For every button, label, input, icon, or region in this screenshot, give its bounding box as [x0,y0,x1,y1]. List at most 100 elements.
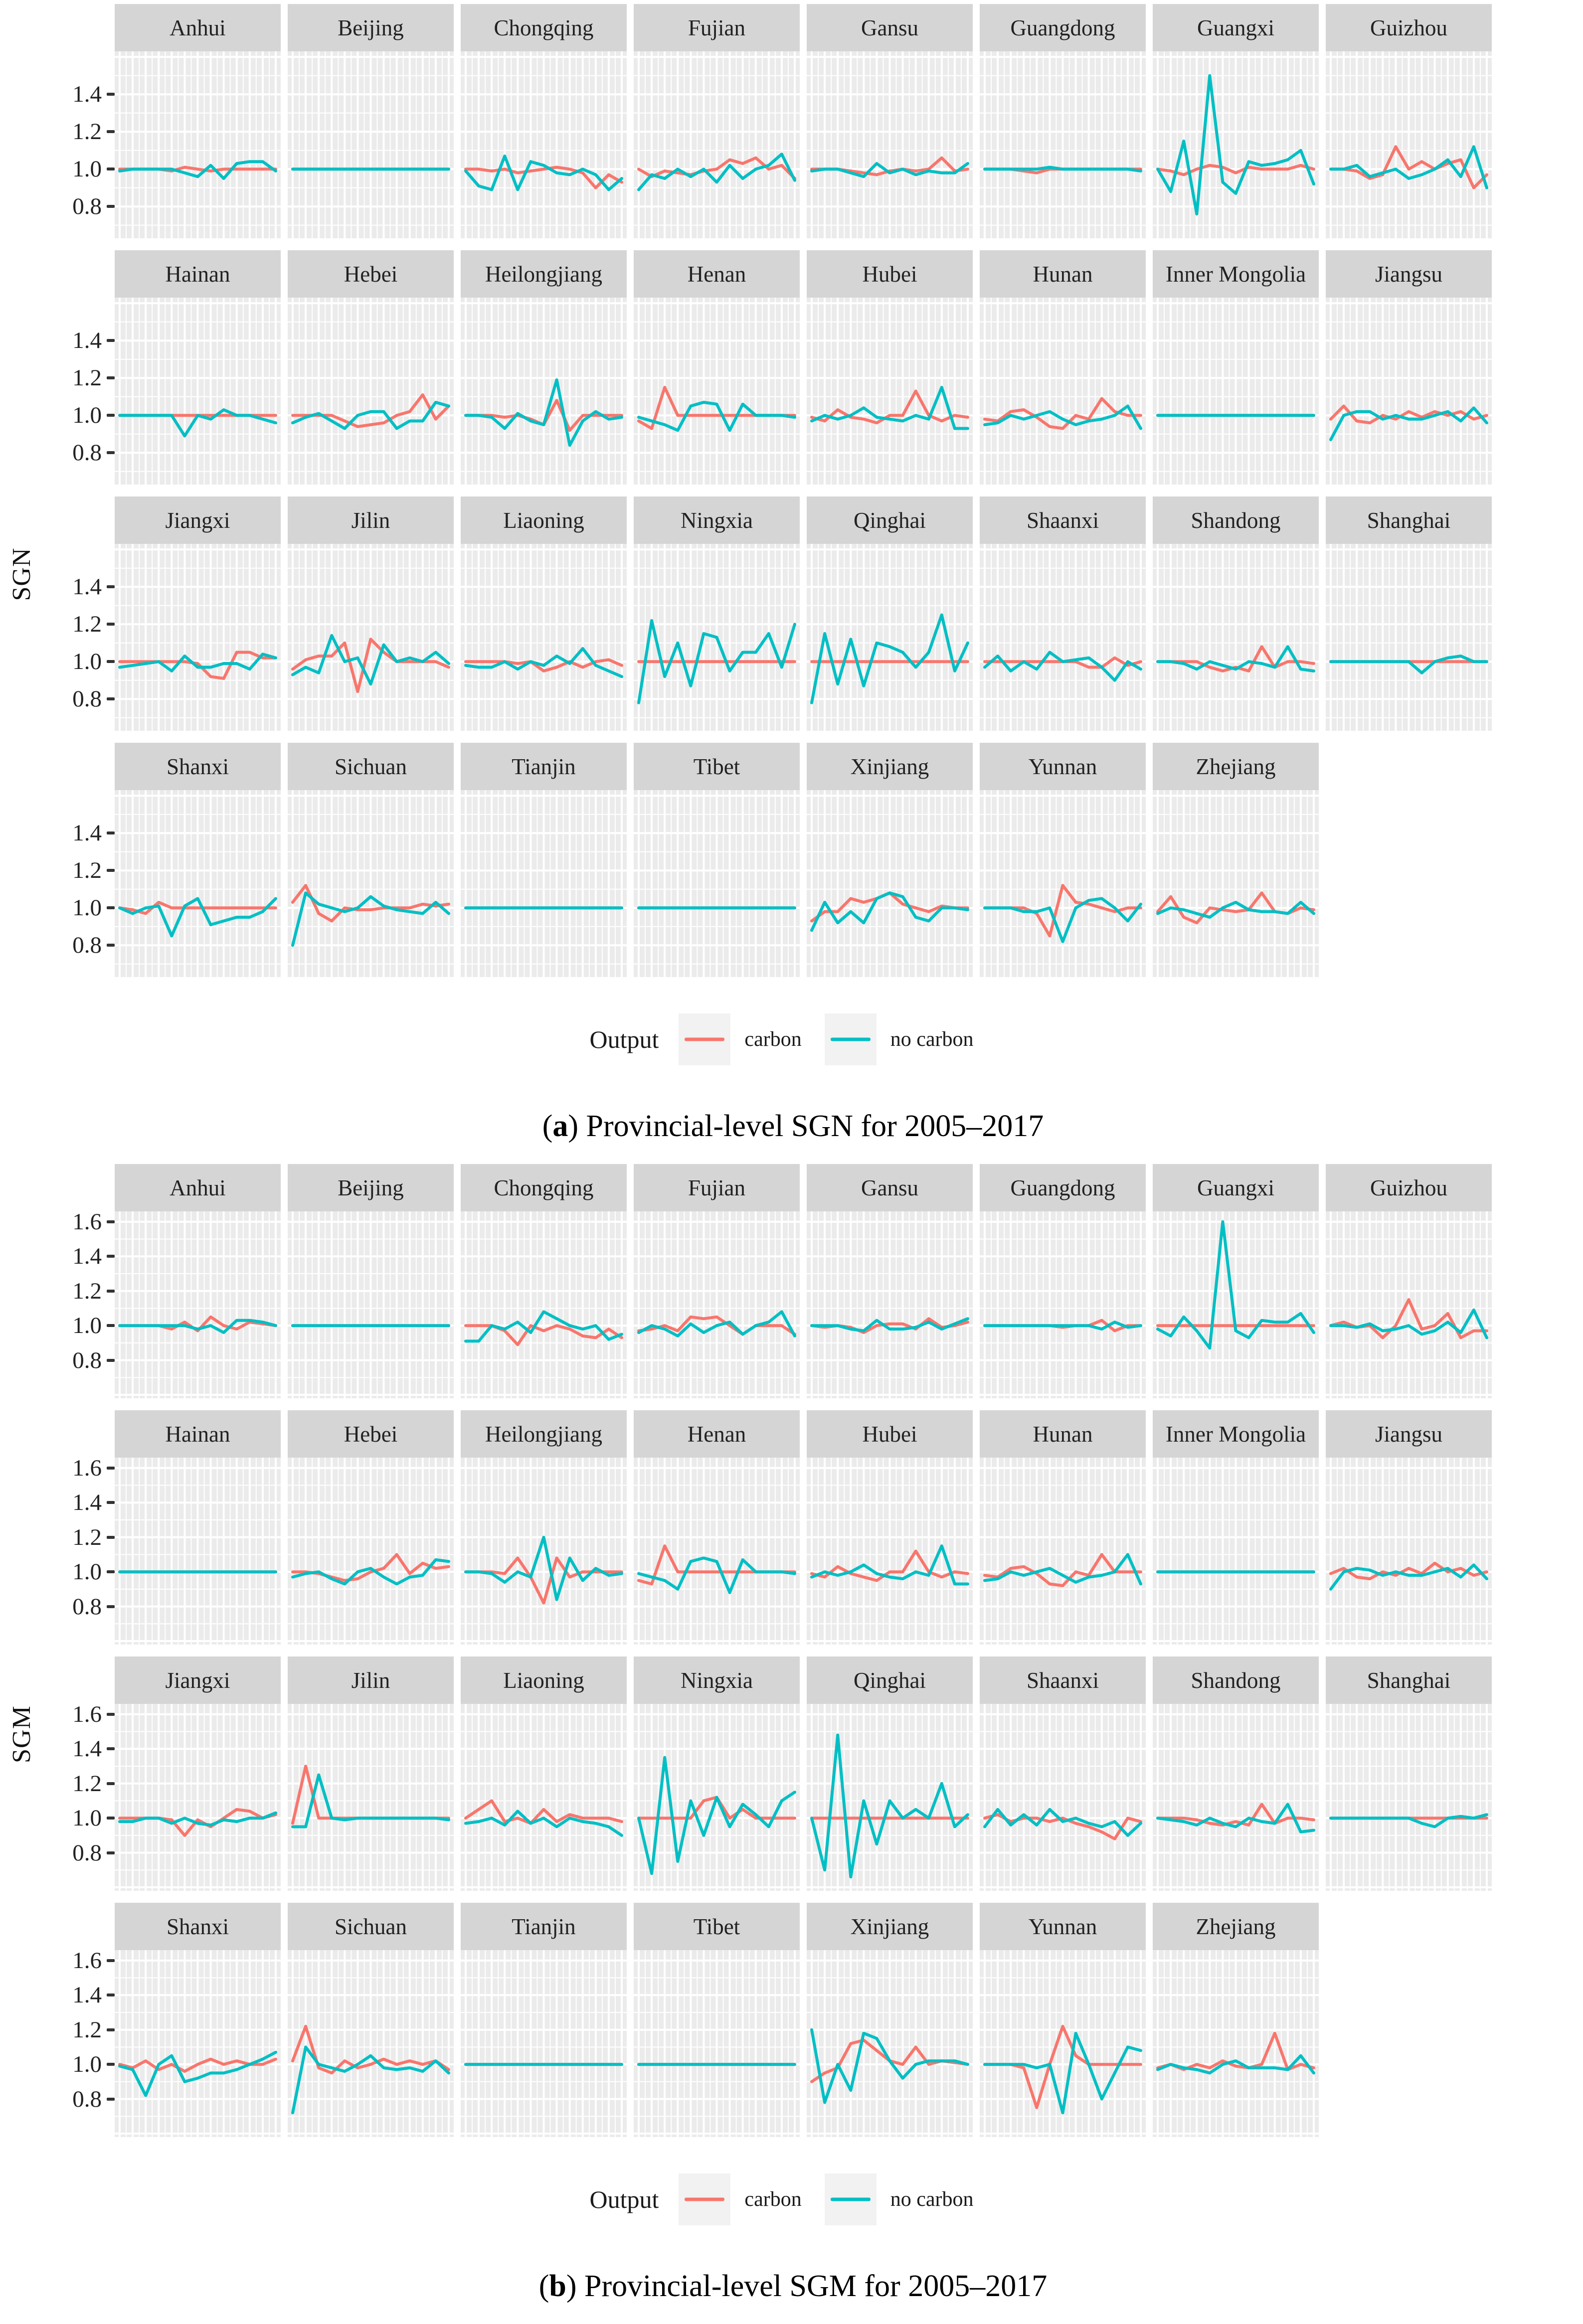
facet-title: Fujian [634,1164,800,1211]
facet-title: Shaanxi [980,1657,1146,1704]
facet-tibet: Tibet [634,743,800,977]
y-axis: 1.4 1.2 1.0 0.8 [3,250,115,485]
y-tick-label: 1.2 [72,119,102,145]
series-line-carbon [1156,645,1315,672]
y-axis-tick: 1.4 [72,329,115,352]
y-tick-mark [107,339,115,342]
facet-title: Sichuan [288,743,454,790]
facet-plot-area [807,1704,973,1891]
facet-shanghai: Shanghai [1326,497,1492,731]
series-line-no_carbon [1156,901,1315,919]
y-tick-label: 1.6 [72,1455,102,1481]
y-tick-mark [107,414,115,417]
facet-plot-area [634,544,800,731]
series-line-no_carbon [118,408,277,438]
facet-title: Zhejiang [1153,743,1319,790]
facet-title: Shanxi [115,1903,281,1950]
facet-guangxi: Guangxi [1153,1164,1319,1398]
facet-sichuan: Sichuan [288,1903,454,2137]
y-tick-label: 1.2 [72,365,102,391]
facet-plot-area [288,1211,454,1398]
y-tick-label: 1.6 [72,1947,102,1974]
series-line-no_carbon [983,404,1142,430]
y-tick-mark [107,451,115,455]
series-line-no_carbon [464,155,623,191]
y-tick-mark [107,1535,115,1539]
facet-henan: Henan [634,1410,800,1645]
y-axis-tick: 1.0 [72,650,115,673]
facet-plot-area [1326,1704,1492,1891]
y-axis-tick: 1.4 [72,1244,115,1268]
series-line-carbon [291,1553,450,1582]
facet-chongqing: Chongqing [461,4,627,238]
facet-plot-area [461,1458,627,1645]
facet-jilin: Jilin [288,497,454,731]
y-tick-mark [107,1220,115,1223]
subfigure-caption-b: (b) Provincial-level SGM for 2005–2017 [538,2269,1048,2303]
y-tick-label: 1.4 [72,1736,102,1762]
facet-plot-area [288,790,454,977]
facet-title: Guangxi [1153,1164,1319,1211]
y-tick-label: 1.4 [72,1490,102,1516]
legend-key-carbon: carbon [679,1013,802,1065]
series-line-no_carbon [983,166,1142,172]
y-tick-label: 0.8 [72,1347,102,1373]
series-line-no_carbon [464,1535,623,1601]
facet-title: Hainan [115,250,281,298]
facet-liaoning: Liaoning [461,497,627,731]
y-axis: 1.6 1.4 1.2 1.0 0.8 [3,1903,115,2137]
facet-row: 1.6 1.4 1.2 1.0 0.8 Shanxi Sichuan Tianjin Tibet… [3,1903,1583,2137]
facet-title: Liaoning [461,1657,627,1704]
facet-plot-area [461,1704,627,1891]
series-line-no_carbon [1156,645,1315,672]
y-tick-mark [107,167,115,171]
facet-title: Shandong [1153,497,1319,544]
facet-jilin: Jilin [288,1657,454,1891]
facet-plot-area [1153,298,1319,485]
facet-title: Yunnan [980,1903,1146,1950]
y-tick-label: 1.2 [72,1524,102,1550]
facet-title: Inner Mongolia [1153,250,1319,298]
facet-plot-area [1153,51,1319,238]
y-axis-tick: 1.2 [72,858,115,882]
facet-plot-area [980,790,1146,977]
legend-line-icon [830,2197,871,2201]
facet-plot-area [1326,298,1492,485]
y-tick-mark [107,1501,115,1504]
facet-ningxia: Ningxia [634,497,800,731]
legend-line-icon [830,1037,871,1041]
facet-tianjin: Tianjin [461,743,627,977]
facet-plot-area [1153,1950,1319,2137]
facet-plot-area [461,51,627,238]
series-line-carbon [291,884,450,923]
y-tick-label: 0.8 [72,1839,102,1866]
facet-shandong: Shandong [1153,1657,1319,1891]
facet-hainan: Hainan [115,250,281,485]
series-line-carbon [810,1549,969,1582]
series-line-no_carbon [1156,2054,1315,2075]
facet-row: 1.4 1.2 1.0 0.8 Hainan Hebei Heilongjiang Henan… [3,250,1583,485]
facet-hebei: Hebei [288,250,454,485]
y-tick-label: 1.4 [72,81,102,108]
facet-plot-area [807,1211,973,1398]
series-line-no_carbon [637,1556,796,1594]
y-axis-tick: 0.8 [72,933,115,957]
y-tick-label: 1.4 [72,574,102,600]
legend-label: no carbon [890,2188,974,2211]
series-line-no_carbon [637,619,796,704]
y-tick-label: 1.2 [72,1278,102,1304]
facet-title: Tianjin [461,1903,627,1950]
facet-title: Jilin [288,1657,454,1704]
facet-heilongjiang: Heilongjiang [461,1410,627,1645]
y-axis-tick: 1.4 [72,1491,115,1514]
facet-title: Jiangxi [115,497,281,544]
facet-row: 1.6 1.4 1.2 1.0 0.8 Hainan Hebei Heilongjiang He… [3,1410,1583,1645]
y-tick-mark [107,697,115,701]
series-line-no_carbon [983,1808,1142,1837]
facet-plot-area [980,544,1146,731]
facet-fujian: Fujian [634,1164,800,1398]
y-tick-mark [107,1959,115,1962]
series-line-carbon [1156,1803,1315,1827]
legend-label: carbon [744,1028,802,1051]
